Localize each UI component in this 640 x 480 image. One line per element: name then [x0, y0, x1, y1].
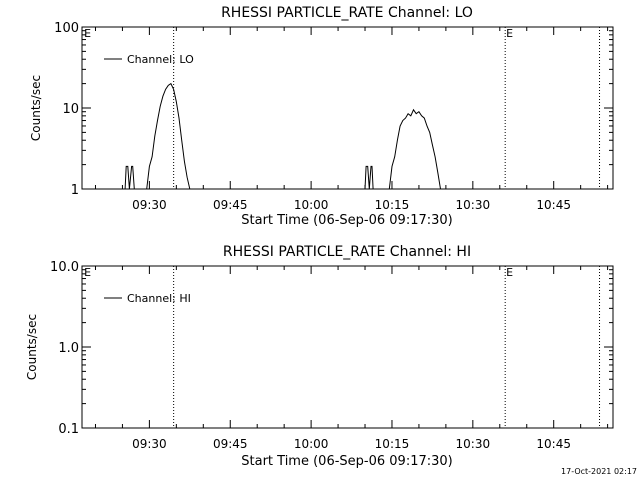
top-series-group — [124, 82, 454, 190]
x-tick-label: 10:15 — [375, 198, 410, 212]
y-tick-label: 100 — [54, 21, 79, 36]
y-tick-label: 10 — [62, 102, 79, 117]
event-marker-label: E — [506, 27, 513, 40]
x-tick-label: 10:30 — [456, 198, 491, 212]
event-marker-label: E — [506, 266, 513, 279]
bottom-y-axis-label: Counts/sec — [25, 314, 39, 380]
top-y-axis-label: Counts/sec — [29, 75, 43, 141]
bottom-chart-title: RHESSI PARTICLE_RATE Channel: HI — [223, 244, 471, 260]
top-chart-title: RHESSI PARTICLE_RATE Channel: LO — [221, 5, 473, 21]
x-tick-label: 09:30 — [132, 198, 167, 212]
y-tick-label: 1 — [71, 183, 79, 198]
bottom-panel: RHESSI PARTICLE_RATE Channel: HI Counts/… — [25, 244, 614, 469]
event-marker-label: E — [84, 27, 91, 40]
top-axis-ticks: 09:30 09:45 10:00 10:15 10:30 10:45 1 10 100 — [54, 21, 613, 212]
timestamp: 17-Oct-2021 02:17 — [561, 467, 637, 476]
x-tick-label: 10:00 — [294, 437, 329, 451]
x-tick-label: 10:45 — [536, 198, 571, 212]
x-tick-label: 10:30 — [456, 437, 491, 451]
bottom-x-axis-label: Start Time (06-Sep-06 09:17:30) — [241, 454, 452, 469]
bottom-plot-frame — [81, 265, 614, 429]
bottom-legend-label: Channel: HI — [127, 292, 191, 305]
series-line — [124, 82, 454, 190]
top-legend-label: Channel: LO — [127, 53, 194, 66]
x-tick-label: 09:45 — [213, 437, 248, 451]
event-marker-label: E — [84, 266, 91, 279]
top-x-axis-label: Start Time (06-Sep-06 09:17:30) — [241, 213, 452, 228]
x-tick-label: 09:30 — [132, 437, 167, 451]
top-legend: Channel: LO — [104, 53, 194, 66]
x-tick-label: 09:45 — [213, 198, 248, 212]
y-tick-label: 1.0 — [58, 341, 79, 356]
x-tick-label: 10:00 — [294, 198, 329, 212]
bottom-axis-ticks: 09:30 09:45 10:00 10:15 10:30 10:45 0.1 1.0 10.0 — [50, 260, 613, 451]
bottom-legend: Channel: HI — [104, 292, 191, 305]
y-tick-label: 10.0 — [50, 260, 79, 275]
top-panel: RHESSI PARTICLE_RATE Channel: LO Counts/… — [29, 5, 614, 228]
top-plot-frame — [81, 26, 614, 190]
x-tick-label: 10:15 — [375, 437, 410, 451]
x-tick-label: 10:45 — [536, 437, 571, 451]
y-tick-label: 0.1 — [58, 422, 79, 437]
